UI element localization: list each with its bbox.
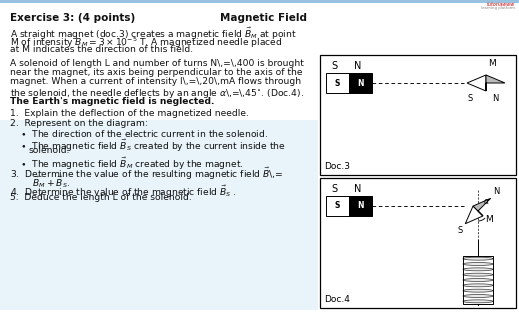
Text: Doc.3: Doc.3: [324, 162, 350, 171]
Text: The Earth's magnetic field is neglected.: The Earth's magnetic field is neglected.: [10, 98, 214, 106]
Polygon shape: [465, 206, 483, 224]
Text: 4.  Determine the value of the magnetic field $\vec{B}_S$ .: 4. Determine the value of the magnetic f…: [10, 184, 237, 200]
Text: S: S: [335, 78, 340, 88]
Bar: [0, 0, 519, 3]
Ellipse shape: [463, 289, 493, 292]
Text: learning platform: learning platform: [481, 6, 515, 10]
Text: Magnetic Field: Magnetic Field: [220, 13, 307, 23]
Ellipse shape: [463, 257, 493, 260]
Ellipse shape: [463, 262, 493, 266]
Text: tutoriawww: tutoriawww: [487, 2, 515, 7]
Text: $\vec{B}_M + \vec{B}_S$.: $\vec{B}_M + \vec{B}_S$.: [18, 175, 70, 190]
Text: solenoid.: solenoid.: [28, 146, 70, 155]
Text: N: N: [493, 187, 499, 196]
Text: A solenoid of length L and number of turns N\,=\,400 is brought: A solenoid of length L and number of tur…: [10, 59, 304, 67]
Bar: [320, 178, 516, 308]
Text: N: N: [492, 94, 498, 103]
Bar: [349, 73, 372, 93]
Text: magnet. When a current of intensity I\,=\,20\,mA flows through: magnet. When a current of intensity I\,=…: [10, 77, 301, 87]
Text: N: N: [354, 61, 362, 71]
Ellipse shape: [463, 268, 493, 271]
Text: S: S: [335, 202, 340, 210]
Polygon shape: [473, 198, 491, 216]
Text: Doc.4: Doc.4: [324, 295, 350, 304]
Text: M: M: [488, 59, 496, 67]
Text: M: M: [485, 215, 493, 224]
Bar: [349, 196, 372, 216]
Ellipse shape: [463, 284, 493, 287]
Text: Exercise 3: (4 points): Exercise 3: (4 points): [10, 13, 135, 23]
Text: S: S: [457, 226, 462, 235]
Text: N: N: [354, 184, 362, 194]
Ellipse shape: [463, 278, 493, 282]
Text: M of intensity $B_M = 3 \times 10^{-5}$ T. A magnetized needle placed: M of intensity $B_M = 3 \times 10^{-5}$ …: [10, 36, 282, 50]
Bar: [320, 55, 516, 175]
Text: 3.  Determine the value of the resulting magnetic field $\vec{B}$\,=: 3. Determine the value of the resulting …: [10, 166, 283, 182]
Text: $\bullet$  The direction of the electric current in the solenoid.: $\bullet$ The direction of the electric …: [20, 128, 268, 139]
Bar: [326, 196, 349, 216]
Text: A straight magnet (doc.3) creates a magnetic field $\vec{B}_M$ at point: A straight magnet (doc.3) creates a magn…: [10, 26, 296, 42]
Polygon shape: [486, 75, 505, 91]
Text: N: N: [357, 78, 364, 88]
Polygon shape: [467, 75, 486, 91]
Text: N: N: [357, 202, 364, 210]
Ellipse shape: [463, 295, 493, 297]
Text: 2.  Represent on the diagram:: 2. Represent on the diagram:: [10, 118, 148, 128]
Text: the solenoid, the needle deflects by an angle $\alpha$\,=\,45$^{\circ}$. (Doc.4): the solenoid, the needle deflects by an …: [10, 87, 304, 100]
Bar: [326, 73, 349, 93]
Ellipse shape: [463, 273, 493, 276]
Text: S: S: [331, 184, 337, 194]
Ellipse shape: [463, 300, 493, 303]
Text: at M indicates the direction of this field.: at M indicates the direction of this fie…: [10, 45, 193, 54]
Text: 1.  Explain the deflection of the magnetized needle.: 1. Explain the deflection of the magneti…: [10, 109, 249, 118]
Text: $\alpha$: $\alpha$: [483, 198, 490, 207]
Text: S: S: [468, 94, 473, 103]
Text: $\bullet$  The magnetic field $\vec{B}_M$ created by the magnet.: $\bullet$ The magnetic field $\vec{B}_M$…: [20, 156, 243, 172]
Text: $\bullet$  The magnetic field $\vec{B}_S$ created by the current inside the: $\bullet$ The magnetic field $\vec{B}_S$…: [20, 138, 285, 154]
Text: S: S: [331, 61, 337, 71]
Bar: [0, 119, 318, 310]
Bar: [463, 256, 493, 304]
Text: 5.  Deduce the length L of the solenoid.: 5. Deduce the length L of the solenoid.: [10, 193, 192, 203]
Text: near the magnet, its axis being perpendicular to the axis of the: near the magnet, its axis being perpendi…: [10, 68, 303, 77]
